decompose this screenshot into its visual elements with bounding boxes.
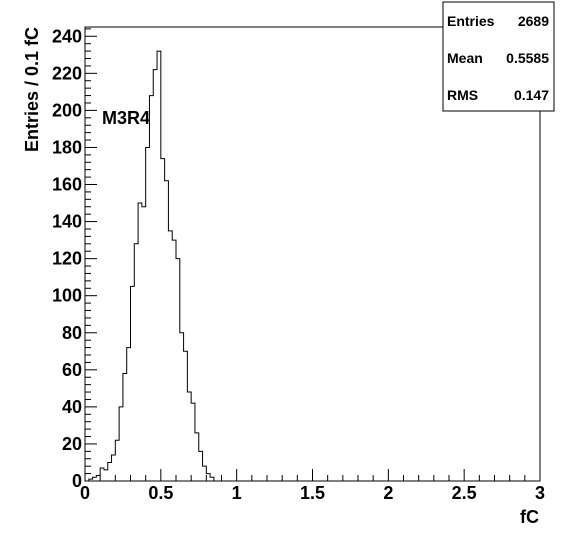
stats-entries-value: 2689 xyxy=(518,13,549,29)
histogram-bin xyxy=(161,159,165,481)
stats-rms-label: RMS xyxy=(447,87,478,103)
histogram-bin xyxy=(134,244,138,481)
stats-mean-value: 0.5585 xyxy=(506,50,549,66)
histogram-bin xyxy=(112,455,116,481)
histogram-bin xyxy=(100,468,104,481)
histogram-bin xyxy=(153,70,157,481)
x-tick-label: 0.5 xyxy=(148,483,173,503)
annotation-label: M3R4 xyxy=(102,108,150,128)
x-tick-label: 2 xyxy=(383,483,393,503)
histogram-bin xyxy=(157,51,161,481)
histogram-bin xyxy=(146,147,150,481)
x-tick-label: 1 xyxy=(232,483,242,503)
x-tick-label: 0 xyxy=(80,483,90,503)
histogram-bin xyxy=(119,407,123,481)
y-tick-label: 160 xyxy=(52,175,82,195)
histogram-bin xyxy=(180,333,184,481)
histogram-bin xyxy=(172,240,176,481)
histogram-bin xyxy=(123,374,127,481)
y-tick-label: 120 xyxy=(52,249,82,269)
x-tick-label: 3 xyxy=(535,483,545,503)
stats-mean-label: Mean xyxy=(447,50,483,66)
x-tick-label: 1.5 xyxy=(300,483,325,503)
stats-rms-value: 0.147 xyxy=(514,87,549,103)
histogram-bin xyxy=(108,462,112,481)
histogram-bin xyxy=(142,207,146,481)
histogram-bin xyxy=(191,403,195,481)
stats-entries-label: Entries xyxy=(447,13,495,29)
y-tick-label: 180 xyxy=(52,137,82,157)
histogram-bin xyxy=(176,259,180,481)
x-axis: 0 0.5 1 1.5 2 2.5 3 xyxy=(80,469,545,503)
histogram-bin xyxy=(210,477,214,481)
histogram-bin xyxy=(199,451,203,481)
y-tick-label: 40 xyxy=(62,397,82,417)
histogram-bin xyxy=(203,466,207,481)
y-tick-label: 240 xyxy=(52,26,82,46)
histogram-bin xyxy=(127,348,131,481)
histogram-bin xyxy=(206,474,210,481)
y-axis-title: Entries / 0.1 fC xyxy=(22,27,42,152)
y-tick-label: 0 xyxy=(72,471,82,491)
y-tick-label: 60 xyxy=(62,360,82,380)
y-tick-label: 220 xyxy=(52,63,82,83)
histogram-bin xyxy=(115,440,119,481)
histogram-bin xyxy=(131,286,135,481)
histogram-bin xyxy=(149,96,153,481)
y-tick-label: 200 xyxy=(52,100,82,120)
histogram-bin xyxy=(138,203,142,481)
x-axis-title: fC xyxy=(520,507,539,527)
stats-box-frame xyxy=(442,1,555,112)
histogram-bin xyxy=(93,477,97,481)
histogram-bin xyxy=(104,470,108,481)
histogram-bin xyxy=(195,433,199,481)
x-tick-label: 2.5 xyxy=(452,483,477,503)
histogram-bin xyxy=(187,392,191,481)
histogram-series xyxy=(85,50,540,482)
y-tick-label: 100 xyxy=(52,286,82,306)
histogram-bin xyxy=(165,181,169,481)
y-tick-label: 20 xyxy=(62,434,82,454)
y-tick-label: 140 xyxy=(52,212,82,232)
histogram-bin xyxy=(168,231,172,481)
histogram-bin xyxy=(96,475,100,481)
y-axis: 0 20 40 60 80 100 120 140 160 180 200 220 240 xyxy=(52,26,97,491)
stats-box: Entries 2689 Mean 0.5585 RMS 0.147 xyxy=(442,1,555,112)
histogram-bin xyxy=(184,351,188,481)
y-tick-label: 80 xyxy=(62,323,82,343)
